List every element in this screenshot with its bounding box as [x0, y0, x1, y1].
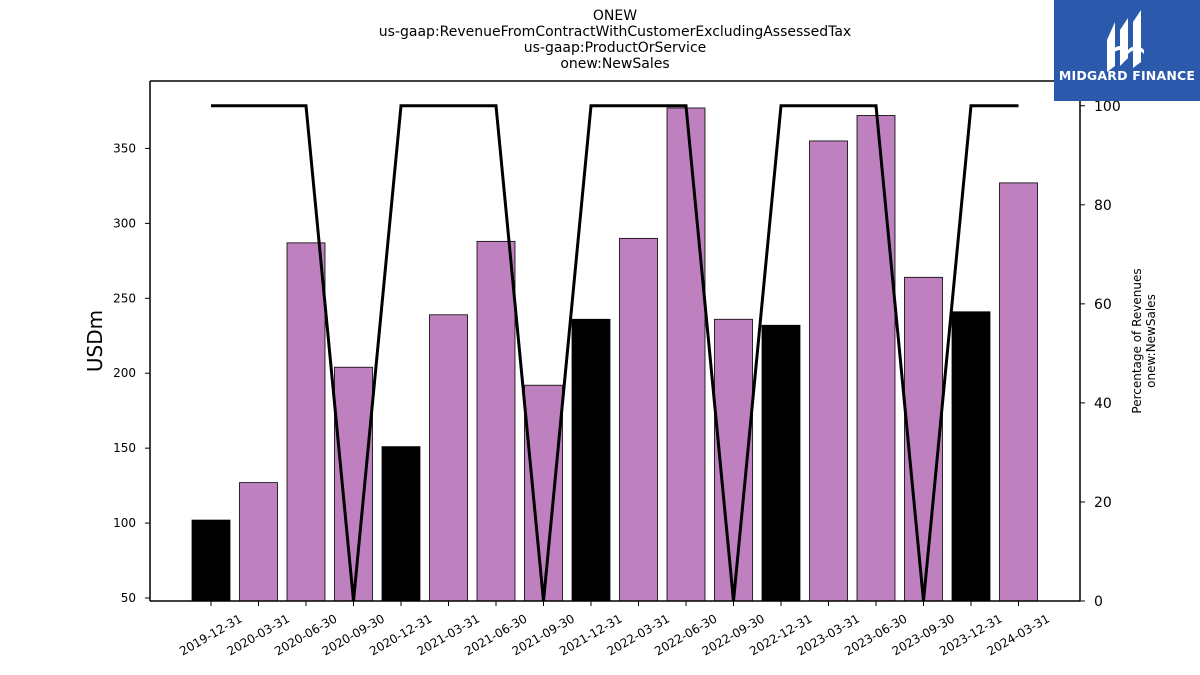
title-line-1: ONEW	[593, 8, 637, 24]
bar-2021-06-30	[476, 240, 516, 602]
title-line-4: onew:NewSales	[560, 56, 669, 72]
bar-2021-03-31	[429, 314, 468, 602]
bar-2022-06-30	[666, 107, 706, 602]
logo-text: MIDGARD FINANCE	[1058, 68, 1196, 83]
y2-tick-label: 0	[1094, 594, 1103, 610]
y2-axis-label-line-1: Percentage of Revenues	[1130, 268, 1144, 413]
y2-tick-label: 80	[1094, 198, 1112, 214]
y-tick-label: 250	[113, 291, 136, 305]
bar-2022-03-31	[619, 237, 658, 602]
y2-tick-label: 100	[1094, 99, 1121, 115]
bar-2020-12-31	[381, 446, 421, 602]
y-tick-label: 300	[113, 216, 136, 230]
bar-2021-09-30	[524, 384, 563, 602]
bar-2020-09-30	[334, 366, 373, 602]
title-line-2: us-gaap:RevenueFromContractWithCustomerE…	[379, 24, 851, 40]
y2-tick-label: 60	[1094, 297, 1112, 313]
x-axis-ticks: 2019-12-312020-03-312020-06-302020-09-30…	[177, 601, 1052, 658]
title-line-3: us-gaap:ProductOrService	[524, 40, 707, 56]
midgard-logo-icon	[1107, 10, 1144, 72]
y-axis-ticks: 50 100 150 200 250 300 350	[113, 141, 150, 605]
percentage-line	[211, 104, 1019, 602]
y-tick-label: 100	[113, 516, 136, 530]
bar-2023-09-30	[904, 276, 943, 602]
line-series	[211, 104, 1019, 602]
bar-2023-03-31	[809, 140, 848, 602]
y-tick-label: 200	[113, 366, 136, 380]
bar-2020-06-30	[286, 242, 326, 602]
bar-2021-12-31	[571, 318, 611, 602]
chart-title: ONEW us-gaap:RevenueFromContractWithCust…	[379, 8, 851, 72]
y2-tick-label: 40	[1094, 396, 1112, 412]
y-tick-label: 150	[113, 441, 136, 455]
y2-axis-label-line-2: onew:NewSales	[1144, 294, 1158, 388]
midgard-logo: MIDGARD FINANCE	[1054, 0, 1200, 101]
bar-2024-03-31	[999, 182, 1038, 602]
y2-tick-label: 20	[1094, 495, 1112, 511]
y-tick-label: 50	[121, 591, 136, 605]
bar-2022-12-31	[761, 324, 801, 602]
bar-2023-06-30	[856, 115, 896, 602]
y-axis-label: USDm	[83, 310, 107, 372]
bar-2019-12-31	[191, 519, 231, 602]
y2-axis-ticks: 0 20 40 60 80 100	[1080, 99, 1121, 610]
y-tick-label: 350	[113, 141, 136, 155]
bar-series	[191, 107, 1038, 602]
bar-2023-12-31	[951, 311, 991, 602]
bar-2020-03-31	[239, 482, 278, 602]
